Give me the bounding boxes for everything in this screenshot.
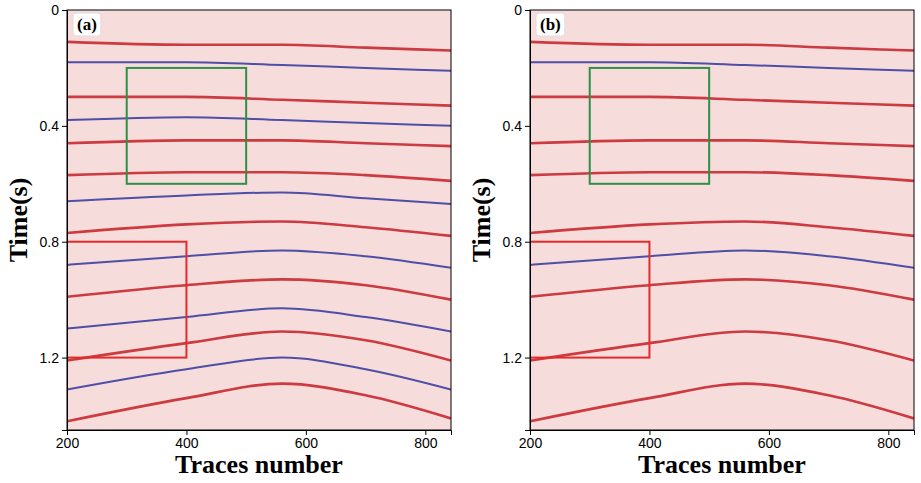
reflector-line [530, 42, 914, 51]
tick-label: 0.8 [503, 234, 523, 250]
tick: 400 [638, 430, 662, 451]
tick-label: 400 [638, 435, 662, 451]
panel-label-group: (b) [536, 13, 565, 36]
tick-mark [525, 10, 530, 11]
tick-mark [525, 126, 530, 127]
reflector-line [530, 172, 914, 181]
tick-label: 800 [877, 435, 901, 451]
reflector-line [67, 42, 451, 51]
figure: 200 400 600 800 0 0.4 0.8 1.2 Traces number Time(… [0, 0, 921, 483]
plot-frame [67, 10, 451, 430]
highlight-box [67, 242, 186, 358]
reflector-line [67, 117, 451, 126]
tick-label: 0 [514, 2, 522, 18]
tick-label: 0.8 [40, 234, 60, 250]
reflector-line [530, 332, 914, 361]
tick-label: 600 [758, 435, 782, 451]
reflector-line [67, 279, 451, 299]
axis-line [68, 431, 452, 436]
tick-label: 600 [295, 435, 319, 451]
tick-label: 0.4 [40, 118, 60, 134]
tick: 0.8 [40, 234, 67, 250]
tick: 400 [175, 430, 199, 451]
tick-mark [62, 242, 67, 243]
y-axis-title: Time(s) [4, 178, 33, 263]
tick: 800 [414, 430, 438, 451]
reflector-line [530, 62, 914, 71]
x-axis-title: Traces number [638, 450, 806, 479]
reflector-line [67, 250, 451, 267]
reflector-line [67, 384, 451, 422]
plot-frame [530, 10, 914, 430]
reflector-line [67, 332, 451, 361]
tick-label: 200 [519, 435, 543, 451]
tick: 800 [877, 430, 901, 451]
reflector-line [530, 221, 914, 235]
reflector-line [530, 384, 914, 422]
tick-label: 1.2 [40, 350, 60, 366]
panel: 200 400 600 800 0 0.4 0.8 1.2 Traces number Time(… [4, 2, 452, 479]
reflector-line [67, 62, 451, 71]
tick-mark [62, 10, 67, 11]
reflector-line [67, 308, 451, 331]
tick: 1.2 [503, 350, 530, 366]
tick-label: 0.4 [503, 118, 523, 134]
panel-label-background [536, 13, 565, 36]
tick: 1.2 [40, 350, 67, 366]
y-axis: 0 0.4 0.8 1.2 [503, 2, 531, 431]
reflector-line [67, 172, 451, 181]
reflector-line [530, 279, 914, 299]
panel-label-group: (a) [73, 13, 101, 36]
reflector-line [67, 97, 451, 106]
y-axis: 0 0.4 0.8 1.2 [40, 2, 68, 431]
plot-background [67, 10, 451, 430]
x-axis: 200 400 600 800 [519, 430, 915, 451]
axis-line [62, 11, 68, 431]
tick-mark [62, 126, 67, 127]
tick: 0.4 [503, 118, 530, 134]
reflector-line [530, 97, 914, 106]
axis-line [525, 11, 531, 431]
tick: 600 [758, 430, 782, 451]
tick: 0 [514, 2, 530, 18]
panel-label: (a) [77, 15, 97, 34]
reflector-line [67, 140, 451, 146]
panel-label-background [73, 13, 101, 36]
tick-label: 0 [51, 2, 59, 18]
x-axis: 200 400 600 800 [56, 430, 452, 451]
plot-background [530, 10, 914, 430]
x-axis-title: Traces number [175, 450, 343, 479]
tick: 0.4 [40, 118, 67, 134]
highlight-box [530, 242, 649, 358]
tick-mark [525, 358, 530, 359]
panel: 200 400 600 800 0 0.4 0.8 1.2 Traces number Time(… [467, 2, 915, 479]
axis-line [531, 431, 915, 436]
tick-label: 800 [414, 435, 438, 451]
tick: 0 [51, 2, 67, 18]
reflector-line [67, 192, 451, 204]
highlight-box [590, 68, 709, 184]
panel-label: (b) [540, 15, 561, 34]
tick: 200 [519, 430, 543, 451]
plot-area [67, 10, 451, 430]
tick: 200 [56, 430, 80, 451]
tick-label: 400 [175, 435, 199, 451]
tick-label: 1.2 [503, 350, 523, 366]
highlight-box [127, 68, 246, 184]
reflector-line [530, 250, 914, 267]
y-axis-title: Time(s) [467, 178, 496, 263]
tick: 0.8 [503, 234, 530, 250]
reflector-line [67, 221, 451, 235]
tick-mark [62, 358, 67, 359]
tick: 600 [295, 430, 319, 451]
tick-mark [525, 242, 530, 243]
plot-area [530, 10, 914, 430]
tick-label: 200 [56, 435, 80, 451]
reflector-line [530, 140, 914, 146]
